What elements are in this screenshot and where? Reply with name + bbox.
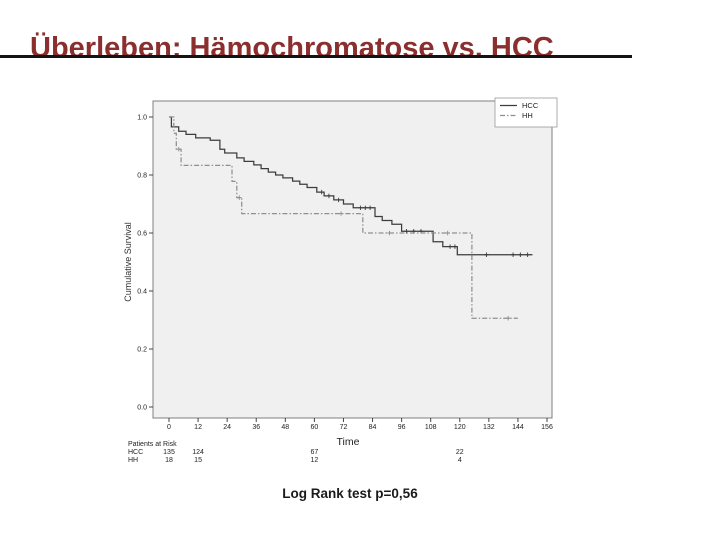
x-tick-label: 24 — [223, 424, 231, 431]
y-tick-label: 0.4 — [137, 289, 147, 296]
hh-censor-mark — [237, 195, 242, 200]
hcc-censor-mark — [404, 229, 409, 234]
risk-row-label: HH — [128, 457, 138, 464]
legend-label: HCC — [522, 101, 539, 110]
hcc-survival-curve — [169, 116, 533, 256]
risk-count: 22 — [456, 449, 464, 456]
x-axis-title: Time — [337, 436, 360, 448]
x-tick-label: 48 — [281, 424, 289, 431]
hcc-censor-mark — [452, 244, 458, 249]
y-tick-label: 1.0 — [137, 115, 147, 122]
risk-row-label: HCC — [128, 449, 143, 456]
patients-at-risk-header: Patients at Risk — [128, 441, 177, 448]
kaplan-meier-plot: 0.0 0.2 0.4 0.6 0.8 1.0 0 12 24 36 48 60 72 84 96 108 12… — [123, 97, 558, 464]
hcc-censor-mark — [367, 205, 373, 210]
y-tick-label: 0.8 — [137, 173, 147, 180]
page-title: Überleben: Hämochromatose vs. HCC — [30, 32, 554, 65]
hh-censor-mark — [176, 146, 181, 152]
risk-count: 135 — [163, 449, 175, 456]
hcc-censor-mark — [326, 193, 332, 199]
risk-count: 12 — [310, 457, 318, 464]
y-tick-label: 0.2 — [137, 347, 147, 354]
x-tick-label: 144 — [512, 424, 524, 431]
x-tick-label: 120 — [454, 424, 466, 431]
x-tick-label: 36 — [252, 424, 260, 431]
hh-censor-mark — [338, 211, 344, 216]
x-tick-label: 156 — [541, 424, 553, 431]
risk-count: 15 — [194, 457, 202, 464]
hcc-censor-mark — [525, 252, 530, 257]
hcc-censor-mark — [447, 244, 453, 249]
x-tick-label: 132 — [483, 424, 495, 431]
hh-survival-curve — [169, 116, 518, 319]
risk-count: 124 — [192, 449, 204, 456]
hcc-censor-mark — [363, 205, 368, 210]
y-tick-label: 0.0 — [137, 405, 147, 412]
x-tick-label: 12 — [194, 424, 202, 431]
log-rank-caption: Log Rank test p=0,56 — [282, 486, 418, 501]
x-tick-label: 96 — [398, 424, 406, 431]
hcc-censor-mark — [510, 252, 516, 257]
risk-count: 67 — [310, 449, 318, 456]
risk-count: 4 — [458, 457, 462, 464]
title-underline — [0, 55, 632, 58]
legend-label: HH — [522, 111, 533, 120]
x-tick-label: 84 — [369, 424, 377, 431]
legend-box — [494, 97, 558, 128]
hh-censor-mark — [445, 230, 450, 236]
plot-area — [152, 100, 553, 419]
x-tick-label: 108 — [425, 424, 437, 431]
x-tick-label: 72 — [340, 424, 348, 431]
hcc-censor-mark — [319, 189, 324, 195]
hcc-censor-mark — [518, 252, 523, 257]
hcc-censor-mark — [484, 252, 489, 257]
hh-censor-mark — [506, 316, 511, 321]
hcc-censor-mark — [336, 197, 341, 203]
y-tick-label: 0.6 — [137, 231, 147, 238]
hcc-censor-mark — [358, 205, 363, 210]
x-tick-label: 0 — [167, 424, 171, 431]
risk-count: 18 — [165, 457, 173, 464]
hh-censor-mark — [387, 230, 392, 236]
y-axis-title: Cumulative Survival — [123, 222, 133, 302]
x-tick-label: 60 — [310, 424, 318, 431]
survival-figure: 0.0 0.2 0.4 0.6 0.8 1.0 0 12 24 36 48 60 72 84 96 108 12… — [118, 93, 558, 475]
